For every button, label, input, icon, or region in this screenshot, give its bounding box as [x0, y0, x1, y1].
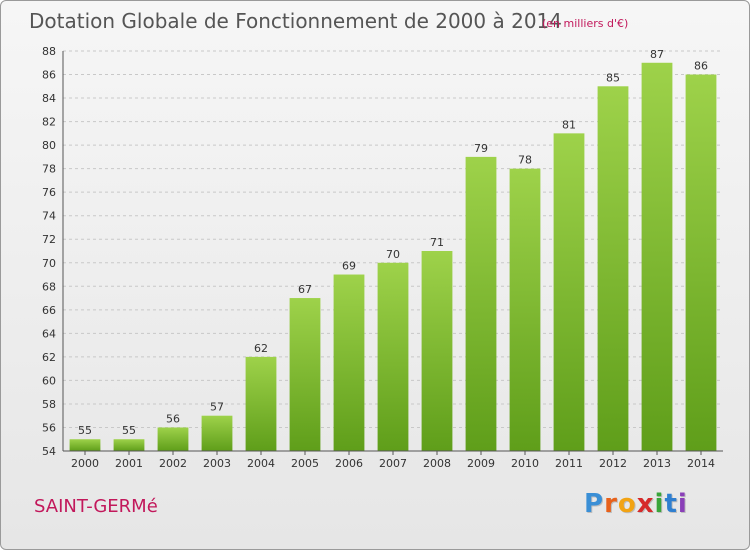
y-tick-label: 82 [42, 116, 56, 129]
bar-value-label: 71 [430, 236, 444, 249]
bar-value-label: 81 [562, 118, 576, 131]
logo-letter: o [617, 489, 637, 519]
logo-letter: P [584, 489, 605, 519]
y-tick-label: 76 [42, 186, 56, 199]
proxiti-logo: Proxiti [584, 489, 688, 519]
y-tick-label: 72 [42, 233, 56, 246]
bar [685, 74, 717, 451]
bar-value-label: 85 [606, 71, 620, 84]
bar-value-label: 79 [474, 142, 488, 155]
bar-value-label: 70 [386, 248, 400, 261]
y-tick-label: 62 [42, 351, 56, 364]
commune-name: SAINT-GERMé [34, 496, 158, 517]
bar-value-label: 55 [122, 424, 136, 437]
chart-subtitle: (en milliers d'€) [542, 17, 629, 30]
y-tick-label: 74 [42, 210, 56, 223]
bar [641, 62, 673, 451]
y-tick-label: 58 [42, 398, 56, 411]
x-tick-label: 2003 [203, 457, 231, 470]
bar [465, 156, 497, 451]
logo-letter: r [604, 489, 618, 519]
y-tick-label: 86 [42, 69, 56, 82]
bar-value-label: 86 [694, 60, 708, 73]
y-tick-label: 78 [42, 163, 56, 176]
bar-value-label: 62 [254, 342, 268, 355]
logo-letter: x [636, 489, 655, 519]
bar-value-label: 57 [210, 401, 224, 414]
x-tick-label: 2007 [379, 457, 407, 470]
x-tick-label: 2014 [687, 457, 715, 470]
y-tick-label: 70 [42, 257, 56, 270]
bar [597, 86, 629, 451]
bar [289, 298, 321, 451]
x-tick-label: 2005 [291, 457, 319, 470]
x-tick-label: 2008 [423, 457, 451, 470]
bar [421, 251, 453, 451]
y-tick-label: 56 [42, 421, 56, 434]
bar [245, 356, 277, 451]
y-tick-label: 88 [42, 45, 56, 58]
x-tick-label: 2012 [599, 457, 627, 470]
bar [201, 415, 233, 451]
bar [157, 427, 189, 451]
x-tick-label: 2001 [115, 457, 143, 470]
bar [553, 133, 585, 451]
bars: 55 55 56 57 62 67 69 70 71 79 78 81 85 87 86 [69, 48, 717, 451]
x-tick-label: 2002 [159, 457, 187, 470]
x-tick-label: 2010 [511, 457, 539, 470]
bar [509, 168, 541, 451]
x-tick-label: 2011 [555, 457, 583, 470]
y-tick-label: 60 [42, 374, 56, 387]
axes: 54 56 58 60 62 64 66 68 70 72 74 76 78 80 82 84 86 88 2000… [42, 45, 723, 470]
y-tick-label: 54 [42, 445, 56, 458]
bar-value-label: 69 [342, 260, 356, 273]
bar [113, 439, 145, 451]
x-tick-label: 2009 [467, 457, 495, 470]
y-tick-label: 64 [42, 327, 56, 340]
y-tick-label: 68 [42, 280, 56, 293]
bar [377, 262, 409, 451]
logo-letter: t [664, 489, 678, 519]
bar [333, 274, 365, 451]
logo-letter: i [677, 489, 688, 519]
x-tick-label: 2006 [335, 457, 363, 470]
y-tick-label: 66 [42, 304, 56, 317]
chart-title: Dotation Globale de Fonctionnement de 20… [29, 9, 562, 33]
bar-value-label: 55 [78, 424, 92, 437]
bar-value-label: 78 [518, 154, 532, 167]
bar [69, 439, 101, 451]
y-tick-label: 84 [42, 92, 56, 105]
x-tick-label: 2013 [643, 457, 671, 470]
bar-value-label: 87 [650, 48, 664, 61]
y-tick-label: 80 [42, 139, 56, 152]
logo-letter: i [654, 489, 665, 519]
bar-value-label: 56 [166, 412, 180, 425]
bar-value-label: 67 [298, 283, 312, 296]
x-tick-label: 2004 [247, 457, 275, 470]
x-tick-label: 2000 [71, 457, 99, 470]
